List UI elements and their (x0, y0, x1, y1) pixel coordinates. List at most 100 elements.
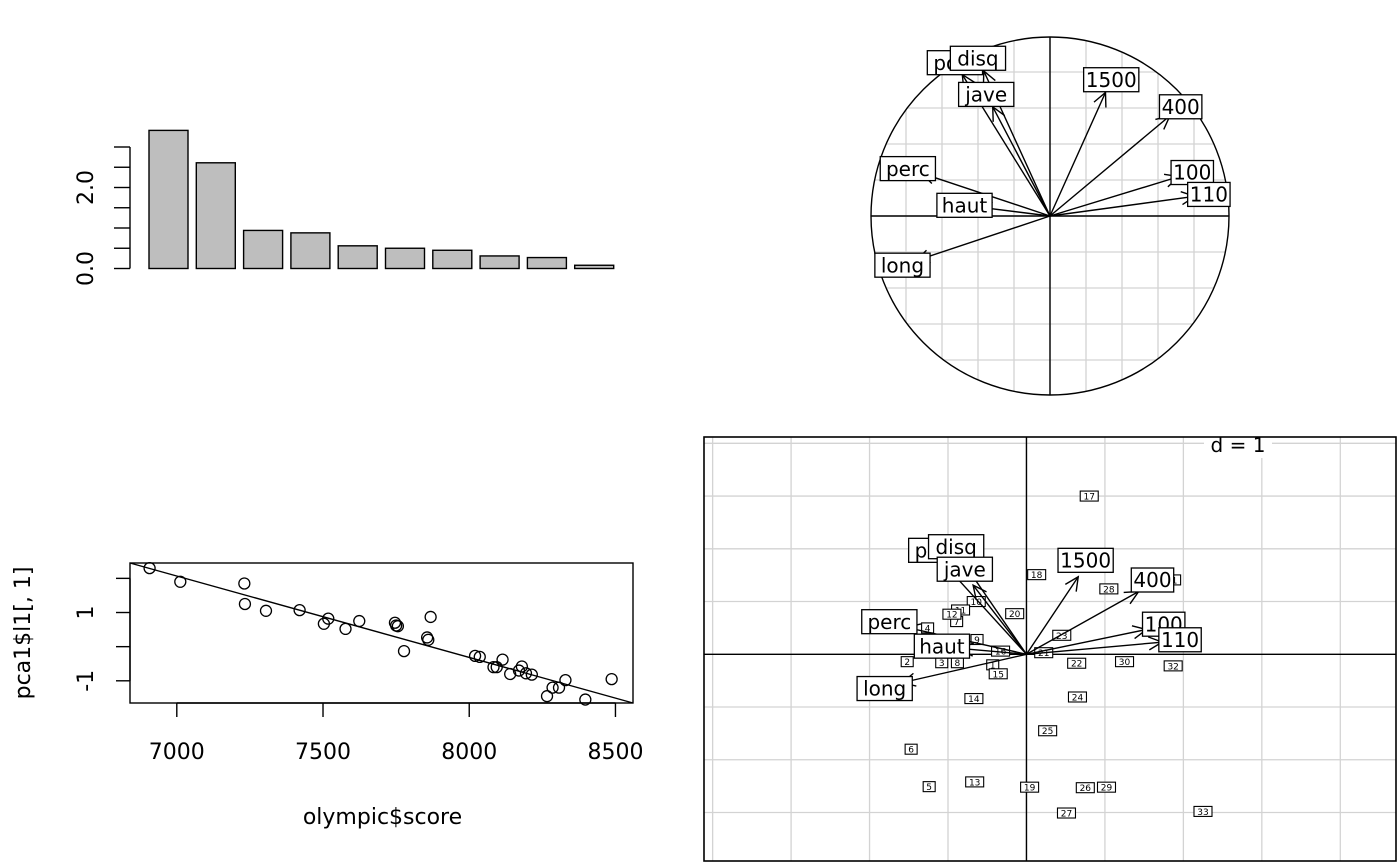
x-axis-label: olympic$score (303, 805, 462, 830)
eigenvalue-bar (432, 249, 473, 270)
vector-1500-shaft (1049, 92, 1107, 217)
vector-400-shaft (1049, 115, 1171, 217)
row-label-box (921, 622, 935, 634)
row-label-box (1027, 569, 1047, 581)
data-point (490, 660, 503, 674)
variable-label-box (856, 675, 913, 702)
row-label-box (1099, 583, 1119, 595)
data-point (322, 612, 335, 625)
variable-label: long (881, 253, 924, 277)
row-label-box (900, 656, 914, 668)
vector-long-shaft (915, 215, 1051, 262)
x-tick-label: 7000 (149, 740, 205, 765)
row-label: 15 (992, 670, 1003, 680)
eigenvalue-bar (479, 255, 520, 270)
row-label: 32 (1167, 662, 1178, 672)
row-label: 26 (1080, 784, 1092, 794)
variable-label-box (1187, 181, 1231, 208)
variable-label: 400 (1133, 568, 1171, 592)
variable-label: long (863, 677, 906, 701)
row-label: 25 (1042, 727, 1053, 737)
row-label: 2 (904, 658, 910, 668)
row-label-box (1193, 805, 1213, 817)
vector-100-shaft (1026, 628, 1147, 655)
row-label: 9 (974, 636, 980, 646)
variable-label: haut (919, 634, 965, 658)
row-label: 7 (954, 618, 960, 628)
vector-jave-shaft (972, 584, 1028, 655)
eigenvalue-barplot: 0.0 2.0 (74, 129, 615, 286)
variable-label-box (1057, 547, 1114, 573)
vector-haut-shaft (959, 647, 1027, 655)
row-label: 4 (925, 624, 931, 634)
data-point (552, 681, 566, 694)
row-label: 20 (1009, 610, 1021, 620)
data-point (391, 620, 405, 633)
variable-label: disq (957, 46, 998, 70)
variable-label-box (913, 633, 971, 659)
data-point (487, 660, 500, 674)
correlation-circle: 100longpoidhaut400110disqpercjave1500 (870, 36, 1231, 396)
row-label: 24 (1072, 693, 1084, 703)
row-label: 5 (926, 783, 932, 793)
variable-label-box (1158, 94, 1203, 120)
row-label: 8 (955, 659, 961, 669)
row-label-box (1096, 781, 1117, 793)
variable-label-box (957, 81, 1015, 108)
data-point (546, 681, 559, 694)
data-point (473, 650, 486, 664)
variable-label: perc (867, 610, 911, 634)
row-label-box (1079, 490, 1099, 502)
row-label-box (1056, 807, 1077, 819)
row-label-box (1067, 691, 1088, 703)
row-label-box (965, 776, 985, 788)
row-label: 6 (908, 746, 914, 756)
row-label-box (904, 743, 918, 755)
variable-label-box (1130, 567, 1175, 593)
variable-label: 100 (1173, 161, 1211, 185)
row-label: 17 (1084, 493, 1095, 503)
biplot-frame (703, 436, 1397, 862)
row-label: 28 (1103, 585, 1115, 595)
vector-1500-head (1064, 575, 1080, 592)
row-label: 29 (1101, 784, 1113, 794)
variable-label: haut (942, 194, 988, 218)
variable-label: 400 (1162, 95, 1200, 119)
x-tick-label: 8000 (441, 740, 497, 765)
variable-label-box (874, 252, 931, 278)
variable-label-box (927, 534, 985, 560)
data-point (540, 690, 554, 703)
row-label-box (1163, 660, 1183, 672)
variable-label-box (936, 192, 993, 218)
row-label: 22 (1071, 660, 1082, 670)
data-point (515, 660, 529, 673)
y-tick-label: -1 (74, 670, 99, 692)
data-point (424, 610, 437, 624)
vector-110-shaft (1026, 641, 1163, 655)
row-label: 30 (1119, 658, 1131, 668)
data-point (422, 633, 435, 646)
vector-jave-shaft (992, 106, 1051, 217)
vector-400-shaft (1026, 590, 1139, 655)
variable-label: 110 (1161, 628, 1199, 652)
x-tick-label: 7500 (295, 740, 351, 765)
data-point (259, 604, 273, 617)
data-point (496, 653, 509, 666)
row-label: 27 (1061, 810, 1072, 820)
vector-disq-head (982, 69, 996, 87)
x-tick-label: 8500 (587, 740, 643, 765)
data-point (559, 673, 572, 687)
data-point (353, 614, 366, 628)
row-label: 13 (969, 778, 980, 788)
data-point (504, 667, 517, 681)
variable-label: 1500 (1060, 549, 1111, 573)
vector-110-shaft (1049, 195, 1196, 217)
row-label-box (970, 633, 984, 646)
vector-jave-head (972, 583, 987, 601)
row-label-box (1075, 782, 1095, 794)
row-label: 12 (946, 611, 957, 621)
data-point (605, 672, 618, 686)
eigenvalue-bar (526, 256, 568, 270)
row-label: 18 (1031, 571, 1043, 581)
